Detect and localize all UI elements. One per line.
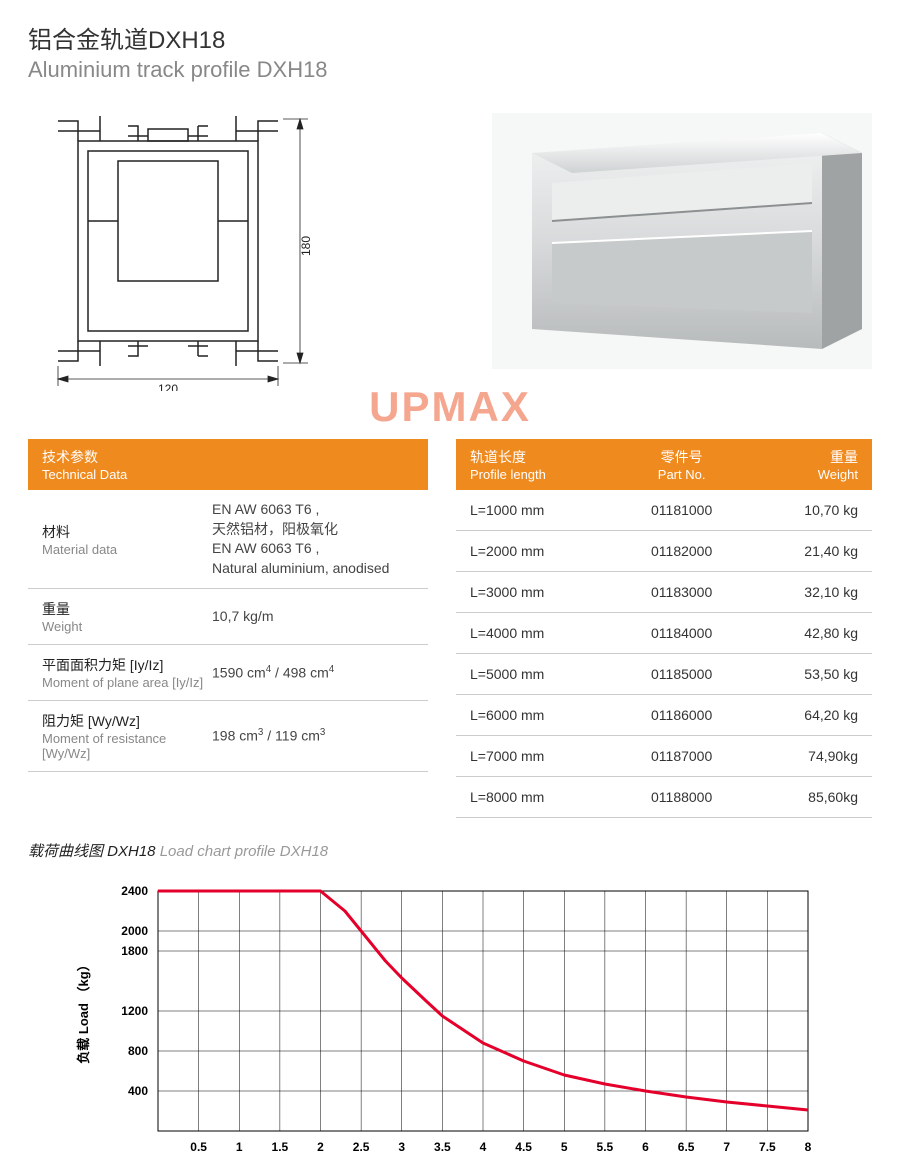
dim-width: 120	[158, 382, 178, 391]
parts-row-partno: 01183000	[623, 584, 741, 600]
parts-row-length: L=3000 mm	[470, 584, 623, 600]
tech-row: 阻力矩 [Wy/Wz]Moment of resistance [Wy/Wz]1…	[28, 701, 428, 772]
parts-table-header: 轨道长度 Profile length 零件号 Part No. 重量 Weig…	[456, 439, 872, 490]
parts-row: L=8000 mm0118800085,60kg	[456, 777, 872, 818]
tech-table-header: 技术参数 Technical Data	[28, 439, 428, 490]
parts-row-length: L=4000 mm	[470, 625, 623, 641]
parts-row-length: L=6000 mm	[470, 707, 623, 723]
tech-row-value: 10,7 kg/m	[212, 607, 414, 627]
parts-row-weight: 64,20 kg	[740, 707, 858, 723]
parts-row-partno: 01186000	[623, 707, 741, 723]
svg-text:400: 400	[128, 1084, 148, 1098]
tech-row: 材料Material dataEN AW 6063 T6 ,天然铝材，阳极氧化E…	[28, 490, 428, 589]
product-photo	[492, 113, 872, 369]
tech-row-label-cn: 材料	[42, 522, 212, 542]
parts-row-weight: 42,80 kg	[740, 625, 858, 641]
svg-text:5: 5	[561, 1140, 568, 1154]
parts-row-weight: 10,70 kg	[740, 502, 858, 518]
svg-text:1800: 1800	[121, 944, 148, 958]
svg-text:800: 800	[128, 1044, 148, 1058]
tech-row-value: EN AW 6063 T6 ,天然铝材，阳极氧化EN AW 6063 T6 ,N…	[212, 500, 414, 578]
tech-row-label-en: Weight	[42, 619, 212, 634]
watermark: UPMAX	[369, 383, 531, 431]
parts-row: L=5000 mm0118500053,50 kg	[456, 654, 872, 695]
svg-text:7: 7	[723, 1140, 730, 1154]
parts-h1-en: Profile length	[470, 467, 623, 482]
tech-row-value: 198 cm3 / 119 cm3	[212, 726, 414, 746]
parts-row-weight: 85,60kg	[740, 789, 858, 805]
parts-row-partno: 01185000	[623, 666, 741, 682]
dim-height: 180	[299, 236, 313, 256]
parts-row: L=2000 mm0118200021,40 kg	[456, 531, 872, 572]
tech-header-cn: 技术参数	[42, 447, 414, 467]
title-cn: 铝合金轨道DXH18	[28, 20, 872, 55]
svg-text:负载 Load （kg）: 负载 Load （kg）	[76, 958, 91, 1063]
parts-row: L=4000 mm0118400042,80 kg	[456, 613, 872, 654]
tech-row: 重量Weight10,7 kg/m	[28, 589, 428, 645]
parts-table: 轨道长度 Profile length 零件号 Part No. 重量 Weig…	[456, 439, 872, 818]
tech-row-label-cn: 重量	[42, 599, 212, 619]
svg-text:5.5: 5.5	[597, 1140, 614, 1154]
parts-row-length: L=2000 mm	[470, 543, 623, 559]
media-row: 180 120	[28, 101, 872, 391]
parts-row-length: L=1000 mm	[470, 502, 623, 518]
svg-text:4.5: 4.5	[515, 1140, 532, 1154]
parts-row-weight: 74,90kg	[740, 748, 858, 764]
tech-row-label-cn: 平面面积力矩 [Iy/Iz]	[42, 655, 212, 675]
tech-row-label-en: Moment of plane area [Iy/Iz]	[42, 675, 212, 690]
parts-row-weight: 53,50 kg	[740, 666, 858, 682]
svg-text:0.5: 0.5	[190, 1140, 207, 1154]
parts-row-length: L=7000 mm	[470, 748, 623, 764]
parts-row: L=1000 mm0118100010,70 kg	[456, 490, 872, 531]
parts-h3-en: Weight	[740, 467, 858, 482]
parts-h1-cn: 轨道长度	[470, 447, 623, 467]
svg-text:2.5: 2.5	[353, 1140, 370, 1154]
parts-h2-en: Part No.	[623, 467, 741, 482]
title-en: Aluminium track profile DXH18	[28, 57, 872, 83]
tech-row-label-en: Moment of resistance [Wy/Wz]	[42, 731, 212, 761]
technical-data-table: 技术参数 Technical Data 材料Material dataEN AW…	[28, 439, 428, 818]
svg-text:1.5: 1.5	[272, 1140, 289, 1154]
svg-text:7.5: 7.5	[759, 1140, 776, 1154]
load-chart-title: 载荷曲线图 DXH18 Load chart profile DXH18	[28, 840, 872, 861]
parts-row-length: L=5000 mm	[470, 666, 623, 682]
tech-row-label-cn: 阻力矩 [Wy/Wz]	[42, 711, 212, 731]
parts-row-partno: 01181000	[623, 502, 741, 518]
load-chart: 0.5 1 1.5 2 2.5 3 3.5 4 4.5 5 5.5 6 6.5 7 7.5 8 400 800 12…	[28, 871, 872, 1171]
tech-row: 平面面积力矩 [Iy/Iz]Moment of plane area [Iy/I…	[28, 645, 428, 701]
parts-row-partno: 01187000	[623, 748, 741, 764]
svg-text:2000: 2000	[121, 924, 148, 938]
parts-row: L=6000 mm0118600064,20 kg	[456, 695, 872, 736]
svg-text:6: 6	[642, 1140, 649, 1154]
tech-header-en: Technical Data	[42, 467, 414, 482]
tech-row-value: 1590 cm4 / 498 cm4	[212, 663, 414, 683]
tech-row-label-en: Material data	[42, 542, 212, 557]
svg-text:2400: 2400	[121, 884, 148, 898]
svg-text:3: 3	[398, 1140, 405, 1154]
load-title-en: Load chart profile DXH18	[160, 843, 328, 860]
svg-text:8: 8	[805, 1140, 812, 1154]
parts-row: L=7000 mm0118700074,90kg	[456, 736, 872, 777]
svg-text:6.5: 6.5	[678, 1140, 695, 1154]
parts-h3-cn: 重量	[740, 447, 858, 467]
parts-row-weight: 32,10 kg	[740, 584, 858, 600]
load-title-cn: 载荷曲线图 DXH18	[28, 843, 156, 860]
svg-text:2: 2	[317, 1140, 324, 1154]
svg-text:3.5: 3.5	[434, 1140, 451, 1154]
parts-row-weight: 21,40 kg	[740, 543, 858, 559]
cross-section-drawing: 180 120	[28, 101, 348, 391]
parts-row-partno: 01182000	[623, 543, 741, 559]
svg-text:1200: 1200	[121, 1004, 148, 1018]
svg-text:4: 4	[480, 1140, 487, 1154]
parts-row-partno: 01188000	[623, 789, 741, 805]
parts-row: L=3000 mm0118300032,10 kg	[456, 572, 872, 613]
parts-row-partno: 01184000	[623, 625, 741, 641]
parts-h2-cn: 零件号	[623, 447, 741, 467]
svg-text:1: 1	[236, 1140, 243, 1154]
parts-row-length: L=8000 mm	[470, 789, 623, 805]
